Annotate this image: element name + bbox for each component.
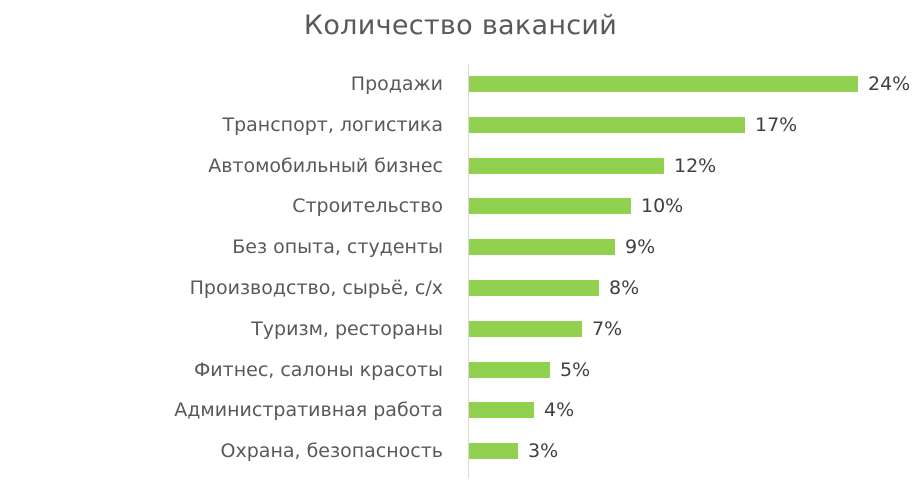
chart-title: Количество вакансий [303,10,618,41]
value-label: 12% [674,154,717,177]
value-label: 24% [868,73,911,95]
bar-row: Туризм, рестораны 7% [0,309,921,349]
category-label: Транспорт, логистика [222,113,443,136]
bar-row: Продажи 24% [0,64,921,104]
category-label: Производство, сырьё, с/х [189,277,443,299]
bar [469,116,745,133]
bar [469,443,518,460]
bar-row: Производство, сырьё, с/х 8% [0,268,921,308]
value-label: 9% [625,236,656,259]
value-label: 8% [609,277,640,299]
bar-row: Охрана, безопасность 3% [0,431,921,471]
bar [469,76,858,92]
category-label: Фитнес, салоны красоты [193,358,443,381]
category-label: Продажи [350,73,443,95]
category-label: Строительство [292,195,443,218]
bar-row: Автомобильный бизнес 12% [0,146,921,186]
bar [469,361,550,378]
category-label: Охрана, безопасность [220,440,443,463]
bar [469,239,615,256]
bar [469,280,599,296]
category-label: Административная работа [174,399,443,422]
category-label: Автомобильный бизнес [208,154,443,177]
category-axis-line [468,64,469,478]
value-label: 3% [528,440,559,463]
bar-row: Строительство 10% [0,186,921,226]
value-label: 17% [755,113,798,136]
value-label: 5% [560,358,591,381]
bar-row: Административная работа 4% [0,390,921,430]
bar-row: Транспорт, логистика 17% [0,105,921,145]
value-label: 7% [592,317,623,340]
bar [469,198,631,215]
value-label: 10% [641,195,684,218]
bar [469,402,534,419]
bar-row: Без опыта, студенты 9% [0,227,921,267]
bar-row: Фитнес, салоны красоты 5% [0,350,921,390]
value-label: 4% [544,399,575,422]
bar [469,157,664,174]
category-label: Туризм, рестораны [251,317,443,340]
bar [469,320,582,337]
category-label: Без опыта, студенты [232,236,443,259]
